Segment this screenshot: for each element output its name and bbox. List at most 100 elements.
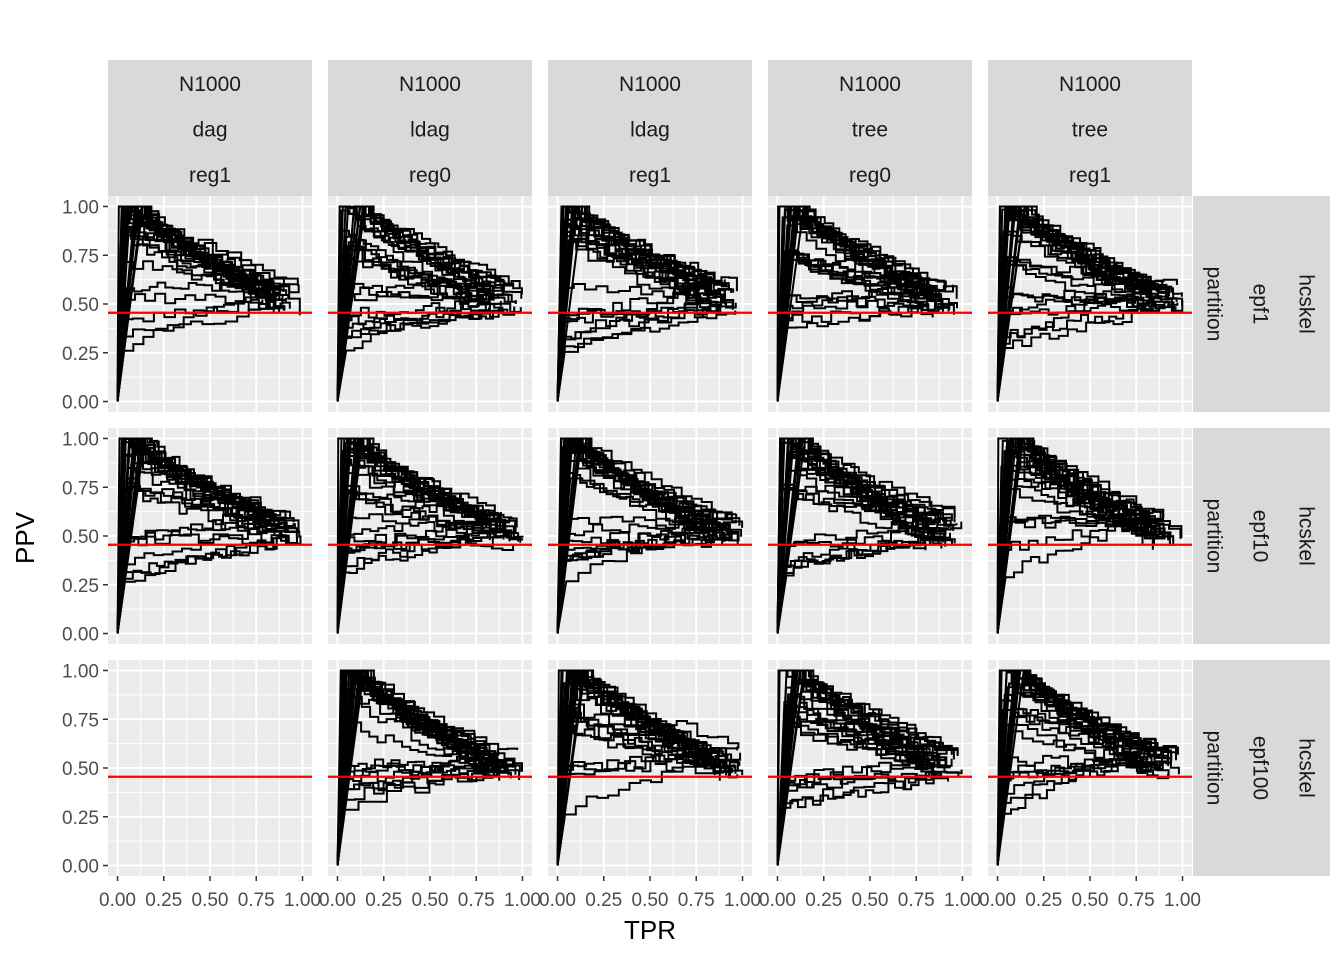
series-line xyxy=(556,239,734,402)
series-line xyxy=(336,771,512,866)
series-line xyxy=(336,759,516,866)
y-tick-label-0-4: 1.00 xyxy=(62,198,99,219)
x-tick-label-4-1: 0.25 xyxy=(1025,890,1062,911)
series-line xyxy=(776,770,937,866)
x-tick-label-3-3: 0.75 xyxy=(898,890,935,911)
series-line xyxy=(556,437,719,634)
y-tick-label-1-4: 1.00 xyxy=(62,430,99,451)
row-strip-label-1-1: epf10 xyxy=(1249,510,1272,563)
series-line xyxy=(336,245,504,402)
series-line xyxy=(996,669,1177,866)
col-strip-label-2-0: N1000 xyxy=(619,73,681,96)
series-line xyxy=(996,464,1152,634)
series-line xyxy=(556,437,705,634)
y-tick-label-1-3: 0.75 xyxy=(62,478,99,499)
y-tick-label-2-0: 0.00 xyxy=(62,857,99,878)
series-line xyxy=(336,520,484,634)
col-strip-1 xyxy=(328,60,532,196)
y-tick-label-2-3: 0.75 xyxy=(62,710,99,731)
series-line xyxy=(776,669,959,866)
series-line xyxy=(776,294,924,402)
series-line xyxy=(996,747,1149,866)
col-strip-label-2-2: reg1 xyxy=(629,164,671,187)
series-line xyxy=(996,747,1157,866)
x-tick-label-2-4: 1.00 xyxy=(724,890,761,911)
x-tick-label-4-0: 0.00 xyxy=(979,890,1016,911)
y-tick-label-2-4: 1.00 xyxy=(62,662,99,683)
series-line xyxy=(556,513,738,634)
y-tick-label-2-1: 0.25 xyxy=(62,808,99,829)
series-line xyxy=(996,286,1170,402)
series-line xyxy=(556,669,736,866)
row-strip-label-0-2: partition xyxy=(1203,267,1226,342)
series-line xyxy=(996,205,1170,402)
col-strip-3 xyxy=(768,60,972,196)
series-line xyxy=(116,301,282,402)
series-line xyxy=(336,533,489,634)
series-line xyxy=(556,713,721,866)
series-line xyxy=(996,669,1179,866)
col-strip-label-0-2: reg1 xyxy=(189,164,231,187)
series-line xyxy=(556,287,735,402)
y-tick-label-1-1: 0.25 xyxy=(62,576,99,597)
series-line xyxy=(336,209,505,402)
x-tick-label-3-4: 1.00 xyxy=(944,890,981,911)
series-line xyxy=(556,205,721,402)
x-tick-label-3-0: 0.00 xyxy=(759,890,796,911)
series-line xyxy=(556,310,737,402)
series-line xyxy=(556,205,715,402)
series-line xyxy=(336,437,517,634)
col-strip-label-3-1: tree xyxy=(852,119,888,142)
series-line xyxy=(116,205,300,402)
series-line xyxy=(776,437,952,634)
series-line xyxy=(996,443,1156,634)
series-line xyxy=(556,472,707,634)
x-tick-label-1-0: 0.00 xyxy=(319,890,356,911)
col-strip-label-4-0: N1000 xyxy=(1059,73,1121,96)
series-line xyxy=(116,292,287,402)
col-strip-label-4-1: tree xyxy=(1072,119,1108,142)
series-line xyxy=(336,669,506,866)
col-strip-label-0-1: dag xyxy=(192,119,227,142)
y-tick-label-1-2: 0.50 xyxy=(62,527,99,548)
row-strip-0 xyxy=(1193,196,1330,412)
x-tick-label-2-1: 0.25 xyxy=(585,890,622,911)
series-line xyxy=(556,751,708,866)
series-line xyxy=(776,205,947,402)
series-line xyxy=(776,224,944,402)
series-line xyxy=(336,229,490,402)
series-line xyxy=(556,703,744,866)
x-axis-title: TPR xyxy=(624,915,676,945)
series-line xyxy=(336,300,488,402)
y-tick-label-0-0: 0.00 xyxy=(62,393,99,414)
row-strip-2 xyxy=(1193,660,1330,876)
row-strip-label-1-2: partition xyxy=(1203,499,1226,574)
y-tick-label-2-2: 0.50 xyxy=(62,759,99,780)
col-strip-4 xyxy=(988,60,1192,196)
x-tick-label-1-1: 0.25 xyxy=(365,890,402,911)
row-strip-label-0-0: hcskel xyxy=(1295,274,1318,334)
series-line xyxy=(556,437,733,634)
row-strip-1 xyxy=(1193,428,1330,644)
series-line xyxy=(776,669,929,866)
x-tick-label-0-2: 0.50 xyxy=(192,890,229,911)
series-line xyxy=(996,256,1178,402)
row-strip-label-2-0: hcskel xyxy=(1295,738,1318,798)
y-tick-label-1-0: 0.00 xyxy=(62,625,99,646)
series-line xyxy=(336,534,511,634)
x-tick-label-2-0: 0.00 xyxy=(539,890,576,911)
series-line xyxy=(116,437,273,634)
series-line xyxy=(776,772,943,866)
series-line xyxy=(776,758,953,866)
series-line xyxy=(996,302,1179,402)
series-line xyxy=(336,437,495,634)
series-line xyxy=(996,437,1164,634)
series-line xyxy=(996,723,1153,866)
series-line xyxy=(116,205,277,402)
x-tick-label-1-4: 1.00 xyxy=(504,890,541,911)
x-tick-label-0-4: 1.00 xyxy=(284,890,321,911)
series-line xyxy=(556,298,726,402)
series-line xyxy=(556,218,718,402)
x-tick-label-2-2: 0.50 xyxy=(632,890,669,911)
